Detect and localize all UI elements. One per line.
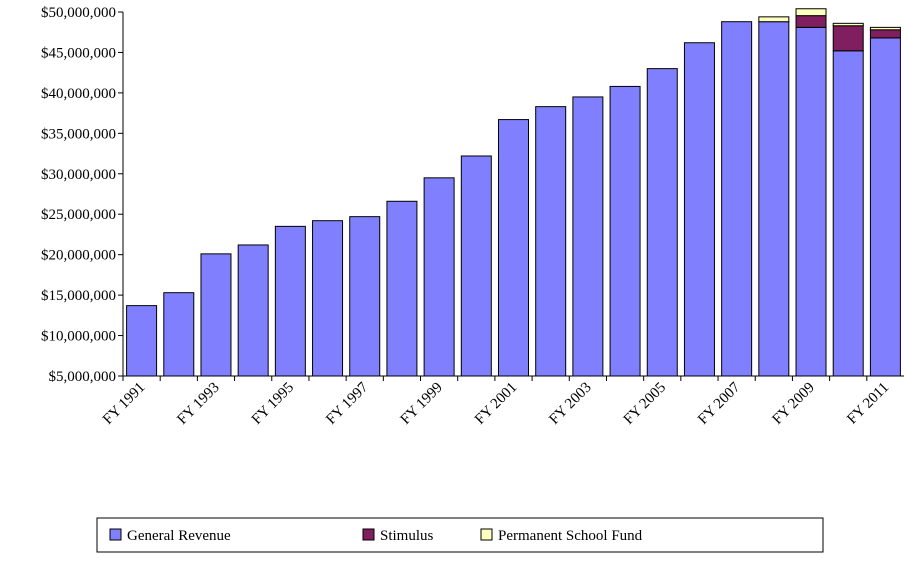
- bar: [832, 50, 864, 377]
- legend-box: [96, 517, 824, 553]
- bar: [572, 96, 604, 377]
- y-tick-label: $5,000,000: [49, 369, 117, 385]
- y-tick-label: $30,000,000: [41, 167, 116, 183]
- legend-swatch: [109, 528, 122, 541]
- bar: [423, 177, 455, 377]
- bar: [274, 225, 306, 377]
- legend-swatch: [362, 528, 375, 541]
- y-tick-label: $45,000,000: [41, 45, 116, 61]
- x-tick-label: FY 2011: [844, 380, 892, 428]
- bar: [498, 119, 529, 377]
- y-tick-label: $25,000,000: [41, 207, 116, 223]
- bar: [386, 200, 418, 377]
- bar: [646, 68, 678, 377]
- bar: [869, 37, 901, 377]
- x-tick-label: FY 2007: [695, 379, 744, 428]
- bar: [683, 42, 715, 377]
- bar: [758, 16, 790, 23]
- y-tick-label: $35,000,000: [41, 126, 116, 142]
- y-tick-label: $10,000,000: [41, 329, 116, 345]
- x-tick-label: FY 1999: [398, 380, 446, 428]
- bar: [832, 22, 864, 27]
- x-tick-label: FY 1997: [323, 379, 372, 428]
- bar: [349, 216, 381, 377]
- y-tick-label: $40,000,000: [41, 86, 116, 102]
- bar: [460, 155, 492, 377]
- legend-swatch: [480, 528, 493, 541]
- bar: [758, 21, 790, 377]
- legend-label: Permanent School Fund: [498, 528, 643, 544]
- x-tick-label: FY 2009: [770, 380, 818, 428]
- bar: [237, 244, 269, 377]
- bar: [795, 26, 827, 377]
- x-tick-label: FY 2003: [546, 380, 594, 428]
- y-tick-label: $20,000,000: [41, 248, 116, 264]
- bar: [795, 8, 827, 17]
- legend-label: Stimulus: [380, 528, 434, 544]
- x-tick-label: FY 2001: [472, 380, 520, 428]
- x-tick-label: FY 1993: [174, 380, 222, 428]
- bar: [312, 220, 344, 377]
- bar: [609, 85, 641, 377]
- x-tick-label: FY 1991: [100, 380, 148, 428]
- x-tick-label: FY 1995: [249, 380, 297, 428]
- y-tick-label: $50,000,000: [41, 5, 116, 21]
- bar: [795, 15, 827, 28]
- legend-label: General Revenue: [127, 528, 231, 544]
- bar: [200, 253, 232, 377]
- bar: [721, 21, 753, 377]
- bar: [869, 26, 901, 31]
- bar: [535, 106, 567, 377]
- bar: [832, 25, 864, 52]
- bar: [163, 292, 195, 377]
- bar: [869, 29, 901, 39]
- bar: [126, 305, 158, 377]
- y-tick-label: $15,000,000: [41, 288, 116, 304]
- x-tick-label: FY 2005: [621, 380, 669, 428]
